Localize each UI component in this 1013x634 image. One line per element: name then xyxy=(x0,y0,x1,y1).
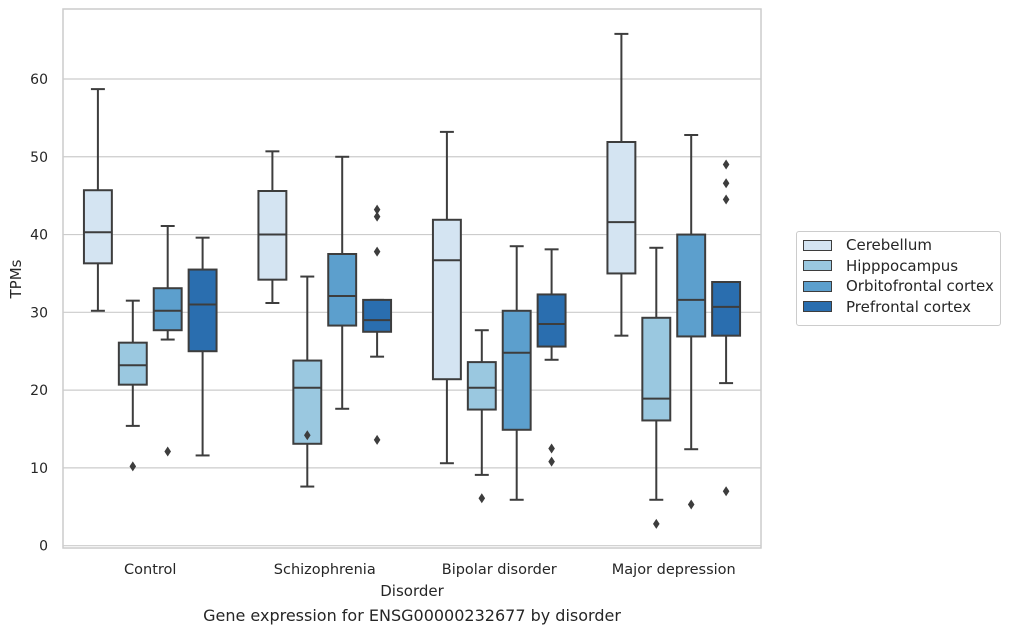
legend-item-orbitofrontal-cortex: Orbitofrontal cortex xyxy=(803,276,1000,297)
box-schizophrenia-orbitofrontal-cortex-iqr xyxy=(327,253,358,327)
box-control-cerebellum-iqr xyxy=(82,189,113,265)
box-major-depression-prefrontal-cortex-outlier-0 xyxy=(722,159,730,170)
box-control-orbitofrontal-cortex-outlier-0 xyxy=(164,446,171,457)
box-control-cerebellum xyxy=(82,88,113,312)
legend-swatch-cerebellum xyxy=(803,239,832,251)
chart-title: Gene expression for ENSG00000232677 by d… xyxy=(203,606,621,625)
box-schizophrenia-hipppocampus xyxy=(292,275,323,488)
y-tick-label-40: 40 xyxy=(30,228,48,244)
box-control-hipppocampus-iqr xyxy=(117,341,148,386)
box-control-hipppocampus-outlier-0 xyxy=(129,461,137,472)
box-schizophrenia-prefrontal-cortex-outlier-2 xyxy=(373,246,381,257)
box-major-depression-hipppocampus xyxy=(641,246,672,529)
legend-swatch-orbitofrontal-cortex xyxy=(803,280,832,292)
box-bipolar-disorder-orbitofrontal-cortex xyxy=(501,245,532,501)
box-major-depression-orbitofrontal-cortex xyxy=(676,134,707,510)
legend-label-orbitofrontal-cortex: Orbitofrontal cortex xyxy=(846,277,994,296)
x-tick-labels: Control Schizophrenia Bipolar disorder Majo… xyxy=(124,562,736,578)
y-tick-label-10: 10 xyxy=(30,461,48,477)
legend-item-prefrontal-cortex: Prefrontal cortex xyxy=(803,297,1000,318)
box-schizophrenia-prefrontal-cortex-iqr xyxy=(362,298,393,333)
x-axis-label: Disorder xyxy=(380,582,444,600)
box-major-depression-prefrontal-cortex-iqr xyxy=(711,281,742,337)
box-bipolar-disorder-hipppocampus-iqr xyxy=(466,361,497,411)
box-schizophrenia-cerebellum xyxy=(257,150,288,304)
box-major-depression-hipppocampus-iqr xyxy=(641,316,672,422)
x-tick-label-schizophrenia: Schizophrenia xyxy=(274,562,376,578)
box-control-prefrontal-cortex xyxy=(187,236,218,457)
legend-item-cerebellum: Cerebellum xyxy=(803,235,1000,256)
box-major-depression-cerebellum xyxy=(606,32,637,337)
box-major-depression-hipppocampus-outlier-0 xyxy=(653,518,660,529)
box-schizophrenia-prefrontal-cortex-outlier-3 xyxy=(373,434,381,445)
box-bipolar-disorder-cerebellum xyxy=(431,130,462,465)
box-bipolar-disorder-prefrontal-cortex xyxy=(536,248,567,467)
box-control-orbitofrontal-cortex xyxy=(152,225,183,457)
box-bipolar-disorder-prefrontal-cortex-outlier-1 xyxy=(548,456,555,467)
box-major-depression-orbitofrontal-cortex-outlier-0 xyxy=(687,499,695,510)
y-tick-label-50: 50 xyxy=(30,150,48,166)
box-bipolar-disorder-cerebellum-iqr xyxy=(431,218,462,381)
y-tick-labels: 0 10 20 30 40 50 60 xyxy=(30,72,48,555)
box-schizophrenia-hipppocampus-iqr xyxy=(292,359,323,445)
legend-swatch-hippocampus xyxy=(803,260,832,272)
y-axis-label: TPMs xyxy=(7,259,25,299)
box-schizophrenia-orbitofrontal-cortex xyxy=(327,155,358,410)
box-major-depression-prefrontal-cortex-outlier-2 xyxy=(722,194,730,205)
box-layer xyxy=(82,32,742,529)
x-tick-label-major-depression: Major depression xyxy=(612,562,736,578)
legend-label-hippocampus: Hipppocampus xyxy=(846,256,959,275)
box-bipolar-disorder-prefrontal-cortex-iqr xyxy=(536,293,567,348)
legend-label-cerebellum: Cerebellum xyxy=(846,236,932,255)
box-major-depression-prefrontal-cortex xyxy=(711,159,742,497)
box-major-depression-prefrontal-cortex-outlier-3 xyxy=(722,486,730,497)
box-bipolar-disorder-hipppocampus xyxy=(466,329,497,504)
series-hipppocampus xyxy=(117,246,672,529)
x-tick-label-control: Control xyxy=(124,562,176,578)
legend-item-hippocampus: Hipppocampus xyxy=(803,256,1000,277)
box-schizophrenia-hipppocampus-outlier-0 xyxy=(304,430,311,441)
box-schizophrenia-prefrontal-cortex-outlier-0 xyxy=(373,204,381,215)
legend-swatch-prefrontal-cortex xyxy=(803,301,832,313)
legend-label-prefrontal-cortex: Prefrontal cortex xyxy=(846,297,971,316)
series-prefrontal-cortex xyxy=(187,159,742,497)
x-tick-label-bipolar-disorder: Bipolar disorder xyxy=(442,562,557,578)
box-schizophrenia-prefrontal-cortex-outlier-1 xyxy=(373,211,381,222)
legend: Cerebellum Hipppocampus Orbitofrontal co… xyxy=(796,231,1001,326)
y-tick-label-0: 0 xyxy=(39,539,48,555)
y-tick-label-30: 30 xyxy=(30,305,48,321)
box-major-depression-prefrontal-cortex-outlier-1 xyxy=(722,178,730,189)
box-control-orbitofrontal-cortex-iqr xyxy=(152,287,183,332)
series-orbitofrontal-cortex xyxy=(152,134,707,510)
plot-frame xyxy=(62,8,762,549)
y-tick-label-60: 60 xyxy=(30,72,48,88)
box-bipolar-disorder-prefrontal-cortex-outlier-0 xyxy=(548,443,555,454)
box-bipolar-disorder-orbitofrontal-cortex-iqr xyxy=(501,309,532,431)
y-tick-label-20: 20 xyxy=(30,383,48,399)
series-cerebellum xyxy=(82,32,637,465)
box-bipolar-disorder-hipppocampus-outlier-0 xyxy=(478,493,486,504)
box-major-depression-orbitofrontal-cortex-iqr xyxy=(676,233,707,338)
box-major-depression-cerebellum-iqr xyxy=(606,141,637,275)
box-schizophrenia-prefrontal-cortex xyxy=(362,204,393,445)
box-control-hipppocampus xyxy=(117,299,148,472)
box-control-prefrontal-cortex-iqr xyxy=(187,268,218,353)
